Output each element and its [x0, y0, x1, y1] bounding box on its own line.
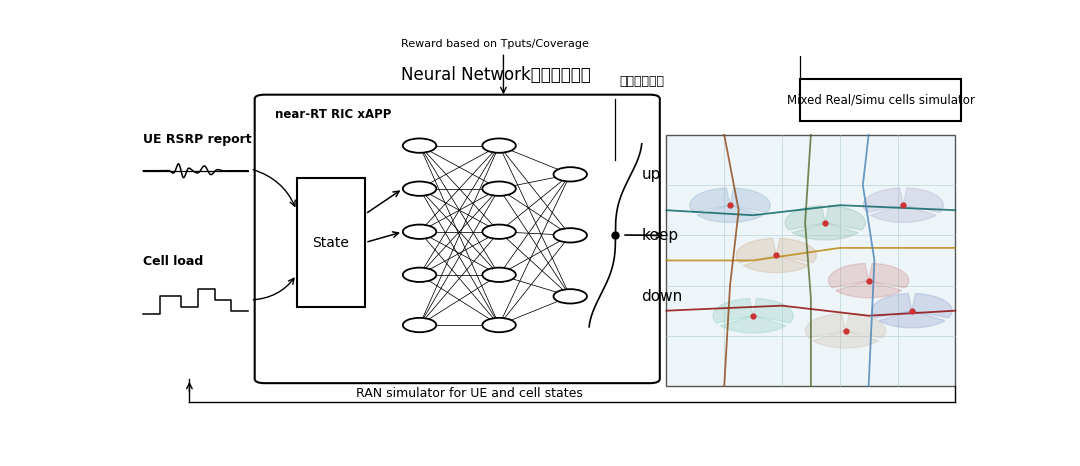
FancyBboxPatch shape: [800, 79, 961, 121]
Circle shape: [403, 181, 436, 196]
Polygon shape: [812, 331, 878, 348]
Polygon shape: [777, 238, 816, 263]
Circle shape: [483, 318, 516, 332]
Polygon shape: [730, 188, 770, 212]
Polygon shape: [720, 315, 786, 333]
Polygon shape: [870, 205, 936, 222]
Polygon shape: [743, 255, 809, 273]
Polygon shape: [912, 294, 953, 318]
Polygon shape: [793, 223, 859, 240]
Circle shape: [554, 167, 588, 181]
Polygon shape: [846, 314, 886, 338]
Circle shape: [554, 289, 588, 303]
Circle shape: [403, 318, 436, 332]
Polygon shape: [737, 238, 777, 263]
Polygon shape: [785, 206, 825, 230]
Polygon shape: [872, 294, 912, 318]
Polygon shape: [828, 263, 868, 288]
Circle shape: [483, 225, 516, 239]
Circle shape: [403, 225, 436, 239]
Circle shape: [403, 267, 436, 282]
Text: State: State: [312, 235, 349, 249]
FancyBboxPatch shape: [255, 95, 660, 383]
Text: Cell load: Cell load: [144, 254, 204, 267]
Circle shape: [483, 267, 516, 282]
Polygon shape: [903, 188, 944, 212]
Text: near-RT RIC xAPP: near-RT RIC xAPP: [274, 108, 391, 121]
Polygon shape: [863, 188, 903, 212]
Polygon shape: [836, 281, 902, 298]
Circle shape: [483, 181, 516, 196]
Polygon shape: [753, 299, 794, 323]
Text: keep: keep: [642, 228, 678, 243]
Circle shape: [403, 138, 436, 153]
FancyBboxPatch shape: [297, 178, 365, 307]
Text: down: down: [642, 289, 683, 304]
Polygon shape: [868, 263, 908, 288]
Text: Reward based on Tputs/Coverage: Reward based on Tputs/Coverage: [401, 39, 589, 49]
Text: 切换门限调整: 切换门限调整: [620, 75, 664, 88]
Text: Mixed Real/Simu cells simulator: Mixed Real/Simu cells simulator: [787, 93, 975, 106]
Polygon shape: [879, 311, 945, 328]
Circle shape: [483, 138, 516, 153]
Polygon shape: [713, 299, 753, 323]
Polygon shape: [825, 206, 865, 230]
Text: up: up: [642, 167, 661, 182]
Polygon shape: [690, 188, 730, 212]
Circle shape: [554, 228, 588, 242]
FancyBboxPatch shape: [666, 135, 956, 386]
Polygon shape: [697, 205, 762, 222]
Text: RAN simulator for UE and cell states: RAN simulator for UE and cell states: [356, 387, 583, 400]
Text: UE RSRP report: UE RSRP report: [144, 133, 252, 145]
Text: Neural Network（神经网络）: Neural Network（神经网络）: [401, 66, 591, 84]
Polygon shape: [806, 314, 846, 338]
